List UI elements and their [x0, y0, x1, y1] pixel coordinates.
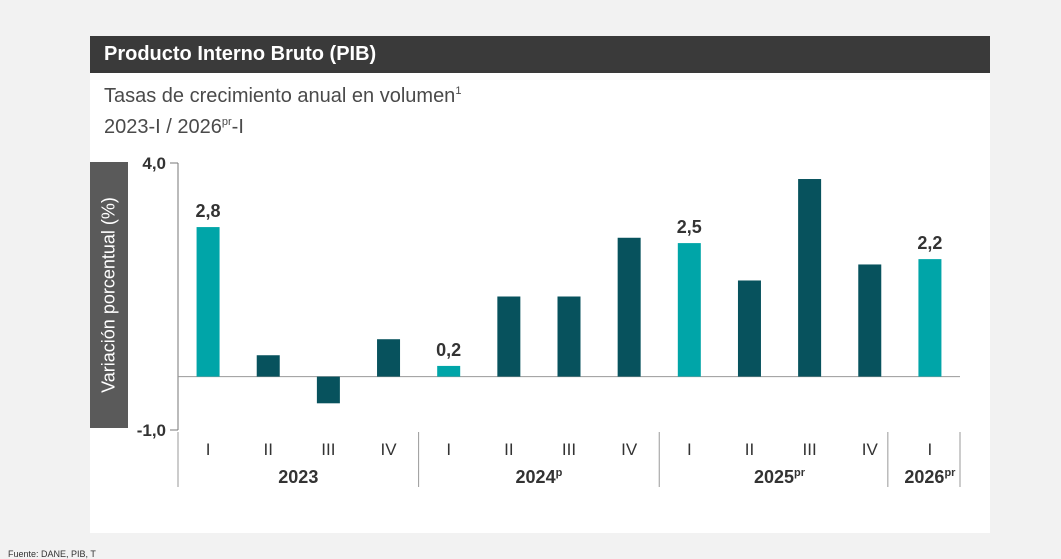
data-label: 2,5 [677, 217, 702, 237]
year-label-text: 2024 [516, 467, 556, 487]
subtitle-line-2: 2023-I / 2026pr-I [104, 109, 461, 140]
bar [316, 376, 340, 404]
subtitle-period-start: 2023-I / 2026 [104, 116, 222, 138]
bar [677, 243, 701, 377]
bar [798, 179, 822, 377]
data-label: 0,2 [436, 340, 461, 360]
x-tick-label: III [803, 440, 817, 459]
subtitle-period-end: -I [231, 116, 244, 138]
bar [256, 355, 280, 377]
year-label-sup: pr [944, 467, 956, 479]
y-axis-label-box: Variación porcentual (%) [90, 162, 128, 428]
bar-chart: 4,0-1,02,8I II III IV0,2I II III IV2,5I II III IV… [137, 154, 961, 487]
bar [377, 339, 401, 377]
year-label: 2025pr [754, 467, 806, 487]
year-label: 2024p [516, 467, 563, 487]
chart-header: Producto Interno Bruto (PIB) [90, 36, 990, 73]
year-label-text: 2026 [904, 467, 944, 487]
subtitle-line-1-text: Tasas de crecimiento anual en volumen [104, 85, 456, 107]
x-tick-label: IV [862, 440, 879, 459]
chart-subtitle: Tasas de crecimiento anual en volumen1 2… [104, 78, 461, 140]
subtitle-period-sup: pr [221, 116, 232, 128]
year-label-sup: pr [794, 467, 806, 479]
x-tick-label: II [504, 440, 513, 459]
x-tick-label: IV [621, 440, 638, 459]
bar [918, 259, 942, 377]
bar [557, 296, 581, 377]
source-note: Fuente: DANE, PIB, T [8, 549, 96, 559]
bar [737, 280, 761, 377]
x-tick-label: II [264, 440, 273, 459]
subtitle-footnote-mark: 1 [455, 85, 462, 97]
x-tick-label: II [745, 440, 754, 459]
year-label-text: 2025 [754, 467, 794, 487]
year-label-sup: p [556, 467, 563, 479]
chart-title: Producto Interno Bruto (PIB) [104, 43, 377, 65]
x-tick-label: I [206, 440, 211, 459]
data-label: 2,8 [196, 201, 221, 221]
bar [437, 365, 461, 377]
chart-card: Producto Interno Bruto (PIB) Tasas de cr… [90, 36, 990, 533]
bar [196, 227, 220, 377]
x-tick-label: I [687, 440, 692, 459]
subtitle-line-1: Tasas de crecimiento anual en volumen1 [104, 78, 461, 109]
x-tick-label: III [562, 440, 576, 459]
x-tick-label: III [321, 440, 335, 459]
bar [858, 264, 882, 377]
data-label: 2,2 [917, 233, 942, 253]
bar [617, 237, 641, 377]
year-label-text: 2023 [278, 467, 318, 487]
y-tick-label: 4,0 [142, 154, 166, 173]
year-label: 2026pr [904, 467, 956, 487]
x-tick-label: I [446, 440, 451, 459]
bar [497, 296, 521, 377]
year-label: 2023 [278, 467, 318, 487]
x-tick-label: IV [381, 440, 398, 459]
y-tick-label: -1,0 [137, 421, 166, 440]
x-tick-label: I [928, 440, 933, 459]
